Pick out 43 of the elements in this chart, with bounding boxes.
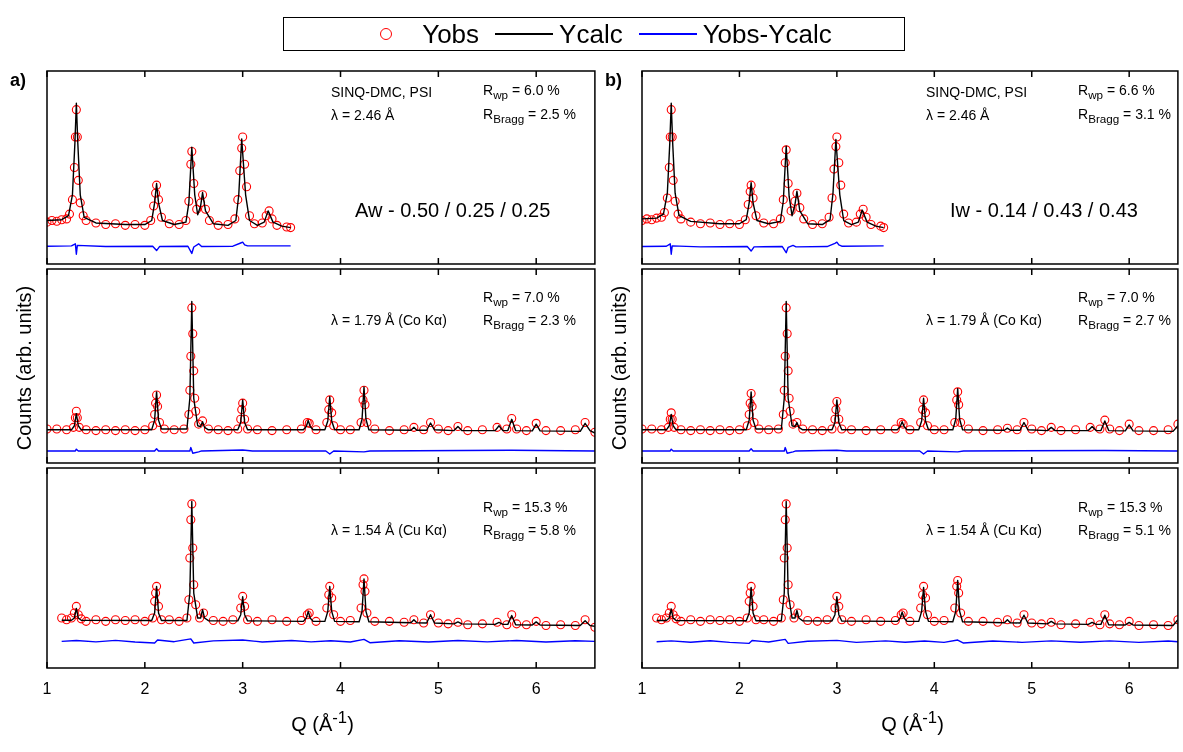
annotation: λ = 2.46 Å bbox=[926, 107, 990, 124]
annotation: R$_{Bragg}$ = 2.5 % bbox=[483, 106, 576, 126]
x-axis-title: Q (Å$^{-1}$) bbox=[880, 708, 945, 736]
x-axis-title: Q (Å$^{-1}$) bbox=[290, 708, 355, 736]
legend-label: Yobs bbox=[422, 18, 480, 50]
annotation: λ = 2.46 Å bbox=[331, 107, 395, 124]
annotation: R$_{wp}$ = 7.0 % bbox=[1078, 289, 1155, 309]
text: R$_{wp}$ = 6.6 % bbox=[1078, 82, 1155, 102]
annotation: λ = 1.79 Å (Co Kα) bbox=[926, 312, 1042, 329]
annotation: λ = 1.54 Å (Cu Kα) bbox=[926, 522, 1042, 539]
annotation: R$_{wp}$ = 15.3 % bbox=[483, 499, 568, 519]
legend-label: Yobs-Ycalc bbox=[702, 18, 832, 50]
x-tick-label: 1 bbox=[637, 680, 647, 698]
x-tick-label: 3 bbox=[238, 680, 248, 698]
annotation: Aw - 0.50 / 0.25 / 0.25 bbox=[355, 198, 551, 222]
x-tick-label: 5 bbox=[1027, 680, 1037, 698]
x-tick-label: 1 bbox=[42, 680, 52, 698]
x-tick-label: 4 bbox=[929, 680, 939, 698]
text: SINQ-DMC, PSI bbox=[331, 84, 433, 101]
text: b) bbox=[605, 70, 622, 92]
annotation: R$_{Bragg}$ = 3.1 % bbox=[1078, 106, 1171, 126]
annotation: R$_{wp}$ = 7.0 % bbox=[483, 289, 560, 309]
annotation: R$_{Bragg}$ = 2.7 % bbox=[1078, 312, 1171, 332]
x-tick-label: 6 bbox=[531, 680, 541, 698]
annotation: R$_{Bragg}$ = 5.1 % bbox=[1078, 522, 1171, 542]
legend-label: Ycalc bbox=[559, 18, 623, 50]
x-tick-label: 3 bbox=[832, 680, 842, 698]
y-axis-title: Counts (arb. units) bbox=[12, 285, 36, 450]
annotation: λ = 1.54 Å (Cu Kα) bbox=[331, 522, 447, 539]
x-tick-label: 6 bbox=[1124, 680, 1134, 698]
text: a) bbox=[10, 70, 27, 92]
y-axis-title: Counts (arb. units) bbox=[607, 285, 631, 450]
x-tick-label: 5 bbox=[433, 680, 443, 698]
annotation: λ = 1.79 Å (Co Kα) bbox=[331, 312, 447, 329]
text: SINQ-DMC, PSI bbox=[926, 84, 1028, 101]
x-tick-label: 2 bbox=[140, 680, 150, 698]
x-tick-label: 2 bbox=[734, 680, 744, 698]
annotation: R$_{Bragg}$ = 5.8 % bbox=[483, 522, 576, 542]
text: R$_{wp}$ = 6.0 % bbox=[483, 82, 560, 102]
annotation: Iw - 0.14 / 0.43 / 0.43 bbox=[950, 198, 1138, 222]
x-tick-label: 4 bbox=[336, 680, 346, 698]
annotation: R$_{Bragg}$ = 2.3 % bbox=[483, 312, 576, 332]
annotation: R$_{wp}$ = 15.3 % bbox=[1078, 499, 1163, 519]
